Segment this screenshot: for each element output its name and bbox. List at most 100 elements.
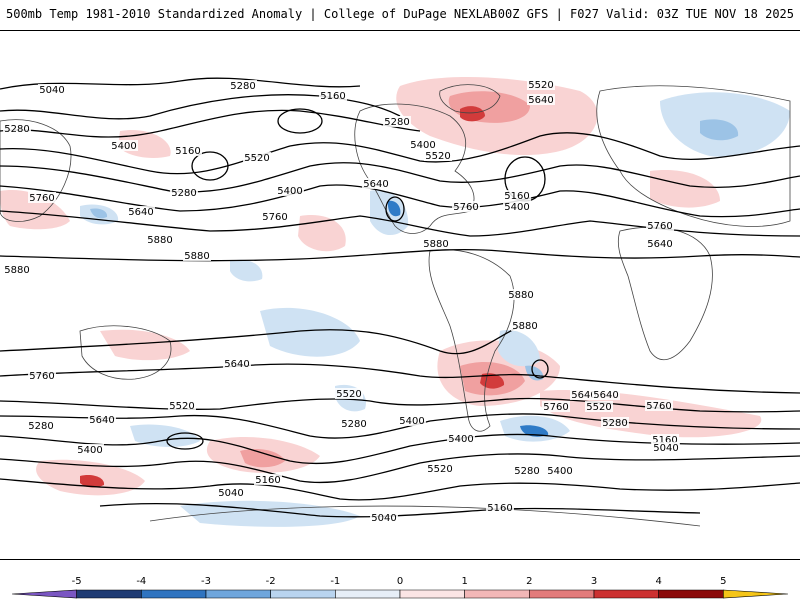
colorbar-tick-label: -3: [201, 576, 211, 587]
coastlines: [0, 84, 791, 527]
eurasia-coast: [596, 85, 791, 227]
contour-label: 5040: [371, 513, 396, 524]
contour-label: 5760: [647, 221, 672, 232]
closed-low-contour: [385, 196, 405, 222]
contour-label-bg: [592, 389, 620, 400]
colorbar-segment: [205, 589, 271, 599]
contour-5040: [0, 77, 361, 90]
contour-label: 5760: [29, 193, 54, 204]
cold-anomaly-region: [260, 307, 360, 357]
contour-label: 5400: [410, 140, 435, 151]
contour-5400: [0, 132, 800, 175]
warm-anomaly-region: [298, 215, 346, 252]
contour-label-bg: [27, 420, 55, 431]
colorbar-tick-label: 1: [461, 576, 467, 587]
contour-label: 5160: [487, 503, 512, 514]
contour-label: 5400: [111, 141, 136, 152]
colorbar-segment: [658, 589, 724, 599]
colorbar-segment: [529, 589, 595, 599]
contour-label: 5400: [277, 186, 302, 197]
contour-label-bg: [110, 140, 138, 151]
contour-label-bg: [601, 417, 629, 428]
contour-label: 5640: [89, 415, 114, 426]
colorbar-segment: [270, 589, 336, 599]
contour-label-bg: [88, 414, 116, 425]
contour-label-bg: [542, 401, 570, 412]
contour-label: 5400: [77, 445, 102, 456]
contour-label: 5400: [504, 202, 529, 213]
contour-label-bg: [527, 94, 555, 105]
contour-5040-south: [99, 502, 701, 518]
colorbar-tick-label: 0: [397, 576, 403, 587]
cold-anomaly-shading: [80, 92, 790, 527]
africa-coast: [617, 226, 713, 361]
colorbar: -5 -4 -3 -2 -1 0 1 2 3 4 5: [0, 562, 800, 600]
contour-label-bg: [217, 487, 245, 498]
contour-label-bg: [507, 289, 535, 300]
contour-label-bg: [229, 80, 257, 91]
contour-label-bg: [28, 192, 56, 203]
contour-label-bg: [486, 502, 514, 513]
contour-label: 5160: [175, 146, 200, 157]
closed-low-contour: [531, 359, 549, 379]
contour-label: 5400: [448, 434, 473, 445]
contour-label: 5280: [514, 466, 539, 477]
contour-label-bg: [3, 123, 31, 134]
contour-5760-south: [0, 363, 800, 394]
contour-label-bg: [426, 463, 454, 474]
contour-label-bg: [319, 90, 347, 101]
contour-label-bg: [254, 474, 282, 485]
contour-label-bg: [340, 418, 368, 429]
colorbar-segment: [723, 589, 789, 599]
contour-label-bg: [398, 415, 426, 426]
contour-label-bg: [383, 116, 411, 127]
contour-label: 5160: [652, 435, 677, 446]
colorbar-canvas: -5 -4 -3 -2 -1 0 1 2 3 4 5: [11, 576, 789, 599]
contour-label-bg: [168, 400, 196, 411]
cold-anomaly-region: [520, 425, 549, 437]
closed-low-contour: [166, 432, 204, 450]
contour-label-bg: [645, 400, 673, 411]
contour-5640: [0, 184, 800, 218]
contour-label-bg: [409, 139, 437, 150]
contour-label: 5880: [508, 290, 533, 301]
warm-anomaly-region: [100, 329, 190, 361]
contour-label: 5040: [39, 85, 64, 96]
contour-label: 5880: [423, 239, 448, 250]
height-contours: [0, 77, 800, 518]
colorbar-segment: [399, 589, 465, 599]
contour-label-bg: [527, 79, 555, 90]
contour-5160-south: [0, 478, 800, 501]
contour-label: 5640: [528, 95, 553, 106]
warm-anomaly-region: [480, 373, 505, 389]
contour-label: 5640: [363, 179, 388, 190]
warm-anomaly-region: [80, 475, 105, 488]
contour-label: 5520: [528, 80, 553, 91]
cold-anomaly-region: [130, 424, 200, 447]
contour-label-bg: [28, 370, 56, 381]
contour-label-bg: [646, 220, 674, 231]
contour-label: 5160: [504, 191, 529, 202]
contour-label: 5280: [602, 418, 627, 429]
contour-label-bg: [585, 401, 613, 412]
contour-5280-south: [0, 453, 800, 484]
contour-label: 5640: [593, 390, 618, 401]
contour-label-bg: [652, 442, 680, 453]
contour-5280: [0, 109, 421, 138]
contour-label: 5400: [547, 466, 572, 477]
colorbar-tick-label: 4: [655, 576, 661, 587]
cold-anomaly-region: [230, 259, 263, 282]
contour-label: 5160: [320, 91, 345, 102]
cold-anomaly-region: [370, 190, 409, 236]
contour-label-bg: [243, 152, 271, 163]
contour-label: 5280: [230, 81, 255, 92]
contour-label: 5280: [384, 117, 409, 128]
contour-label-bg: [570, 389, 598, 400]
contour-label: 5160: [255, 475, 280, 486]
contour-label-bg: [276, 185, 304, 196]
contour-label-bg: [335, 388, 363, 399]
map-title: 500mb Temp 1981-2010 Standardized Anomal…: [6, 7, 498, 21]
closed-low-contour: [277, 108, 323, 134]
contour-label-bg: [174, 145, 202, 156]
contour-label-bg: [127, 206, 155, 217]
